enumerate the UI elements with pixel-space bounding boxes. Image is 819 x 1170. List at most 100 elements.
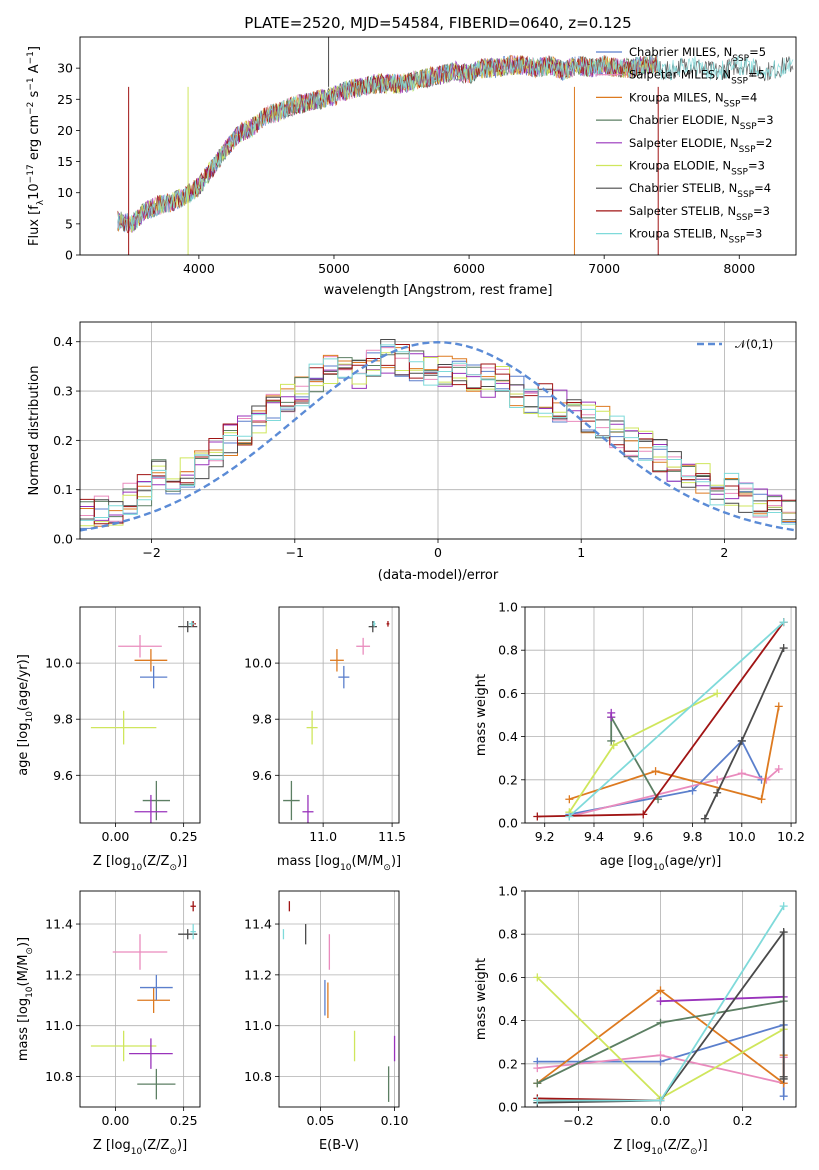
weight-line [537, 621, 785, 818]
x-tick-label: 0.10 [381, 1113, 409, 1128]
x-axis-label-part: 10 [131, 1147, 143, 1157]
weight-marker [565, 812, 574, 821]
y-axis-label: mass [log10(M/M⊙)] [16, 937, 35, 1061]
legend-entry: Salpeter MILES, NSSP=5 [629, 68, 765, 87]
y-axis-label-part: erg cm [27, 115, 42, 164]
x-axis-label-part: 10 [340, 863, 352, 873]
legend-entry-part: =5 [749, 45, 766, 59]
y-tick-label: 9.8 [252, 712, 272, 727]
weight-marker [656, 986, 665, 995]
data-point [134, 794, 168, 823]
weight-marker [656, 997, 665, 1006]
weight-marker [774, 702, 783, 711]
y-tick-label: 9.6 [252, 768, 272, 783]
legend-entry-part: Kroupa MILES, N [629, 90, 724, 104]
y-tick-label: 0.2 [53, 433, 73, 448]
histogram-step [80, 344, 796, 525]
weight-marker [656, 1096, 665, 1105]
legend-entry: 𝒩(0,1) [735, 337, 773, 351]
x-tick-label: 11.0 [309, 829, 337, 844]
data-point [137, 1068, 176, 1100]
x-tick-label: 1 [577, 545, 585, 560]
data-point [190, 924, 196, 940]
legend-entry-part: SSP [737, 190, 754, 200]
x-tick-label: 0.25 [170, 829, 198, 844]
x-axis-label-part: (M/M [352, 854, 384, 869]
weight-marker [700, 814, 709, 823]
legend-entry-part: =3 [757, 113, 774, 127]
y-axis-label-part: 10 [25, 711, 35, 723]
x-axis-label-part: Z [log [93, 854, 131, 869]
x-axis-label: (data-model)/error [378, 568, 499, 583]
data-point [330, 649, 344, 672]
mass-vs-ebv-panel: 0.05 0.10 10.8 11.0 11.2 11.4 E(B-V) [244, 890, 409, 1153]
data-point [142, 780, 170, 821]
x-tick-label: 0.00 [102, 829, 130, 844]
chart-title: PLATE=2520, MJD=54584, FIBERID=0640, z=0… [244, 14, 631, 32]
data-point [129, 1038, 173, 1069]
x-axis-label-part: age [log [600, 854, 653, 869]
axes-frame [524, 606, 797, 824]
spectrum-panel: PLATE=2520, MJD=54584, FIBERID=0640, z=0… [26, 14, 797, 298]
spectrum-line [117, 54, 659, 234]
weight-line [703, 647, 785, 820]
weight-marker [779, 1092, 788, 1101]
axes-frame [278, 890, 400, 1108]
x-tick-label: 5000 [318, 261, 350, 276]
weight-marker [533, 1064, 542, 1073]
y-axis-label-part: age [log [16, 723, 31, 776]
data-point [137, 987, 170, 1013]
weight-marker [779, 928, 788, 937]
y-axis-label-part: s [27, 90, 42, 101]
legend-entry-part: =2 [756, 136, 773, 150]
legend-entry-part: Chabrier MILES, N [629, 45, 732, 59]
y-tick-label: 11.2 [244, 967, 272, 982]
y-axis-label-part: (age/yr)] [16, 654, 31, 711]
axes-frame [278, 606, 400, 824]
legend-entry-part: =4 [740, 90, 757, 104]
legend-entry-part: Salpeter STELIB, N [629, 204, 736, 218]
data-point [283, 780, 300, 821]
y-axis-label-part: (M/M [16, 955, 31, 987]
weight-marker [656, 1051, 665, 1060]
axes-frame [79, 890, 201, 1108]
y-tick-label: 0.4 [53, 334, 73, 349]
x-axis-label-part: ⊙ [383, 863, 391, 873]
weight-marker [713, 689, 722, 698]
x-axis-label-part: (Z/Z [663, 1138, 690, 1153]
x-tick-label: 9.8 [683, 829, 703, 844]
weight-marker [639, 810, 648, 819]
data-point [189, 621, 195, 627]
legend-entry-part: SSP [740, 122, 757, 132]
weight-marker [779, 618, 788, 627]
x-tick-label: 0.05 [307, 1113, 335, 1128]
x-axis-label-part: )] [177, 854, 187, 869]
x-tick-label: 0.0 [651, 1113, 671, 1128]
weight-marker [533, 812, 542, 821]
y-tick-label: 0 [65, 248, 73, 263]
data-point [302, 794, 314, 823]
x-axis-label-part: mass [log [277, 854, 340, 869]
x-tick-label: 0 [434, 545, 442, 560]
legend-entry-part: Kroupa ELODIE, N [629, 159, 731, 173]
y-tick-label: 1.0 [498, 600, 518, 615]
y-tick-label: 0.6 [498, 686, 518, 701]
y-axis-label-part: ⊙ [25, 947, 35, 955]
weight-line [568, 621, 785, 818]
age-vs-mass-panel: 11.0 11.5 9.6 9.8 10.0 mass [log10(M/M⊙)] [244, 606, 406, 873]
legend-entry-part: Salpeter MILES, N [629, 68, 731, 82]
y-tick-label: 0.4 [498, 1013, 518, 1028]
weight-marker [779, 1074, 788, 1083]
data-point [140, 665, 168, 689]
x-tick-label: 7000 [588, 261, 620, 276]
y-axis-label: mass weight [474, 958, 489, 1040]
y-tick-label: 10.0 [45, 656, 73, 671]
y-tick-label: 11.4 [45, 917, 73, 932]
x-tick-label: 11.5 [378, 829, 406, 844]
x-tick-label: 4000 [183, 261, 215, 276]
x-axis-label-part: Z [log [93, 1138, 131, 1153]
y-tick-label: 10.8 [45, 1069, 73, 1084]
y-axis-label-part: −1 [26, 77, 36, 90]
y-tick-label: 11.2 [45, 967, 73, 982]
